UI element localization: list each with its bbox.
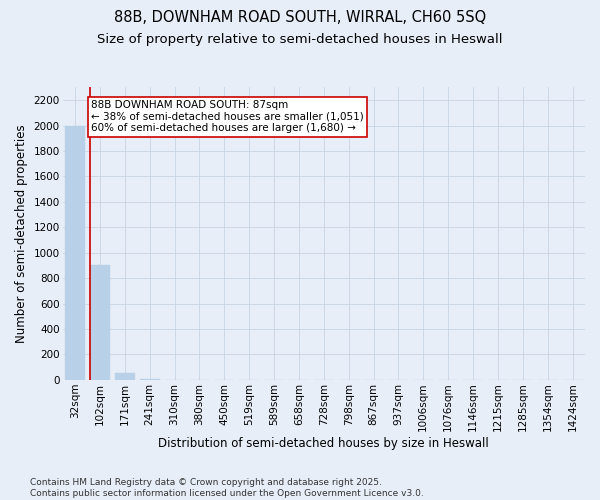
Bar <box>65 126 85 380</box>
Bar <box>90 266 110 380</box>
Text: Size of property relative to semi-detached houses in Heswall: Size of property relative to semi-detach… <box>97 32 503 46</box>
Y-axis label: Number of semi-detached properties: Number of semi-detached properties <box>15 124 28 343</box>
X-axis label: Distribution of semi-detached houses by size in Heswall: Distribution of semi-detached houses by … <box>158 437 489 450</box>
Text: 88B, DOWNHAM ROAD SOUTH, WIRRAL, CH60 5SQ: 88B, DOWNHAM ROAD SOUTH, WIRRAL, CH60 5S… <box>114 10 486 25</box>
Text: Contains HM Land Registry data © Crown copyright and database right 2025.
Contai: Contains HM Land Registry data © Crown c… <box>30 478 424 498</box>
Bar <box>115 373 135 380</box>
Text: 88B DOWNHAM ROAD SOUTH: 87sqm
← 38% of semi-detached houses are smaller (1,051)
: 88B DOWNHAM ROAD SOUTH: 87sqm ← 38% of s… <box>91 100 364 134</box>
